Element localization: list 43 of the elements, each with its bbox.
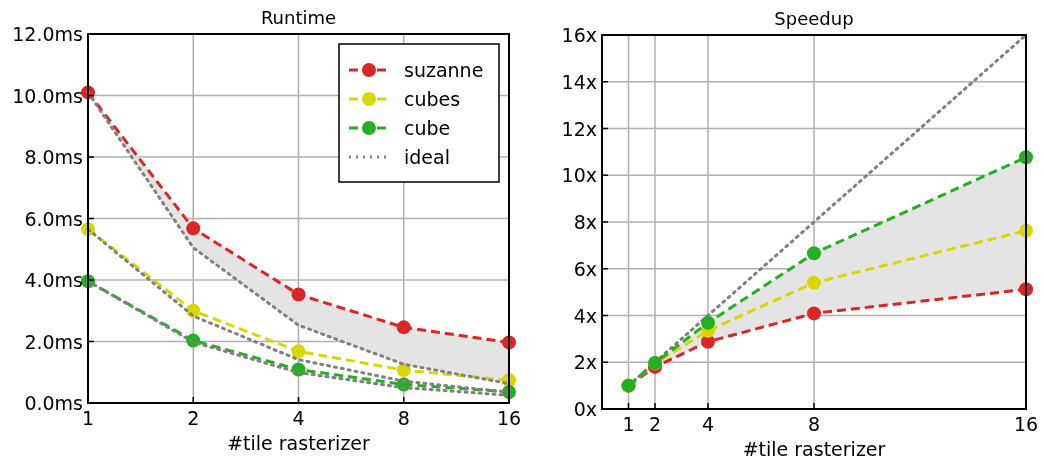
- y-tick-label: 2.0ms: [24, 330, 83, 353]
- chart-title: Runtime: [260, 7, 337, 28]
- y-tick-label: 12.0ms: [12, 23, 83, 45]
- y-tick-label: 0x: [573, 398, 597, 420]
- y-tick-label: 12x: [561, 117, 597, 140]
- point: [807, 275, 821, 290]
- y-tick-label: 6.0ms: [24, 207, 83, 230]
- point: [396, 363, 411, 378]
- legend-label: cubes: [404, 88, 461, 110]
- point: [291, 287, 306, 302]
- y-tick-label: 6x: [573, 257, 597, 280]
- point: [186, 221, 201, 236]
- y-tick-label: 4x: [573, 304, 597, 327]
- x-axis-title: #tile rasterizer: [227, 432, 371, 454]
- x-tick-label: 1: [81, 407, 95, 429]
- x-axis-title: #tile rasterizer: [742, 438, 886, 460]
- x-tick-label: 8: [807, 413, 821, 435]
- x-tick-label: 4: [292, 407, 305, 429]
- x-tick-label: 1: [622, 413, 635, 435]
- y-tick-label: 10x: [561, 164, 597, 187]
- y-tick-label: 2x: [573, 351, 597, 374]
- point: [807, 306, 821, 321]
- point: [807, 246, 821, 261]
- y-tick-label: 10.0ms: [12, 84, 83, 107]
- x-tick-label: 16: [496, 407, 522, 429]
- x-tick-label: 2: [648, 413, 662, 435]
- legend-label: suzanne: [404, 59, 484, 81]
- y-tick-label: 4.0ms: [24, 269, 83, 291]
- x-tick-label: 16: [1013, 413, 1039, 435]
- y-tick-label: 8.0ms: [24, 146, 83, 168]
- chart-title: Speedup: [774, 8, 854, 29]
- y-tick-label: 14x: [561, 70, 597, 93]
- x-tick-label: 4: [701, 413, 715, 435]
- legend-label: ideal: [404, 146, 450, 168]
- y-tick-label: 16x: [561, 24, 597, 46]
- y-tick-label: 8x: [573, 211, 597, 233]
- point: [396, 320, 411, 335]
- y-tick-label: 0.0ms: [24, 392, 83, 414]
- point: [701, 315, 715, 330]
- legend-label: cube: [404, 117, 451, 139]
- x-tick-label: 8: [397, 407, 410, 429]
- point: [291, 344, 306, 359]
- x-tick-label: 2: [187, 407, 200, 429]
